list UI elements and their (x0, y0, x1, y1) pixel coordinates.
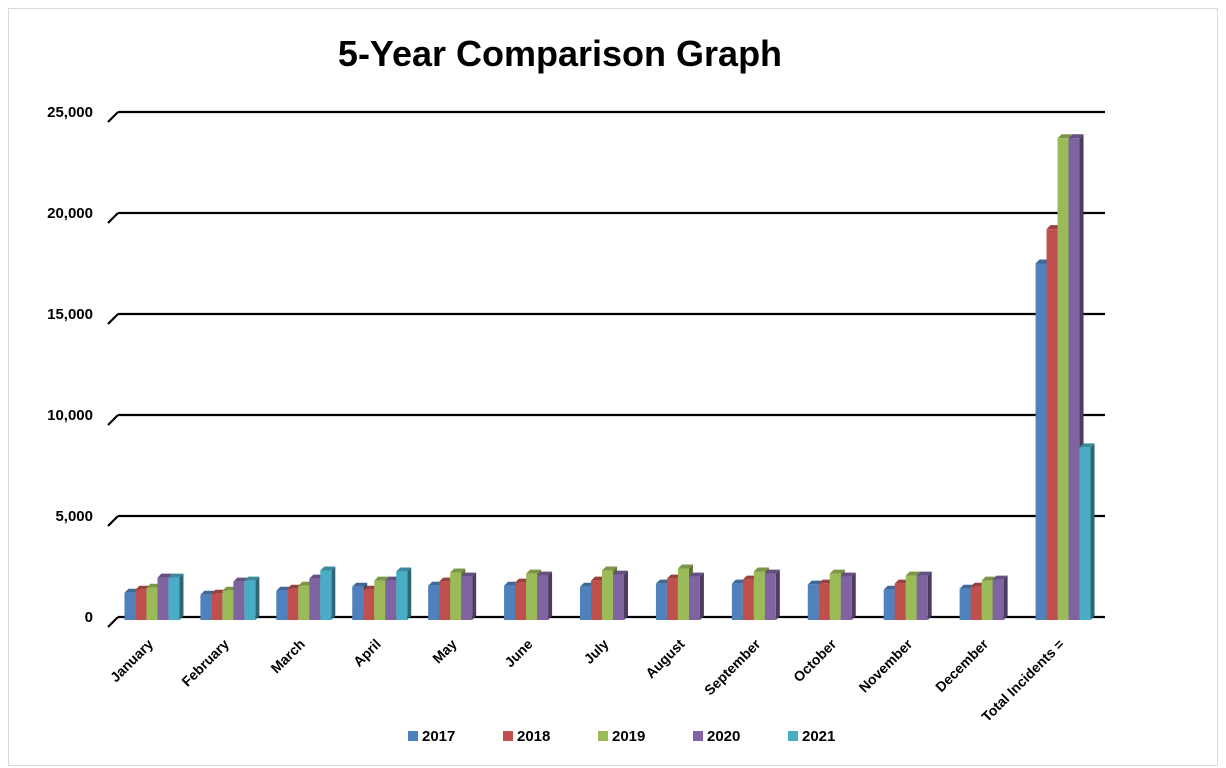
x-category-label: June (501, 636, 536, 671)
y-tick-label: 5,000 (55, 508, 93, 525)
bar-2021-january (168, 573, 184, 620)
y-tick-label: 20,000 (47, 205, 93, 222)
x-category-label: November (856, 635, 916, 695)
y-tick-label: 10,000 (47, 407, 93, 424)
legend-swatch-2021 (788, 731, 798, 741)
legend-label-2021: 2021 (802, 728, 835, 745)
bar-2020-november (916, 571, 932, 620)
x-category-label: December (932, 635, 992, 695)
bar-2020-august (688, 572, 704, 620)
x-category-label: July (580, 636, 611, 667)
bar-2021-april (396, 567, 412, 620)
x-category-label: April (350, 636, 384, 670)
y-tick-label: 15,000 (47, 306, 93, 323)
gridline-depth (107, 111, 119, 123)
chart-frame (8, 8, 1218, 766)
gridline-depth (107, 414, 119, 426)
gridlines (107, 110, 1105, 628)
bars (124, 134, 1095, 620)
bar-2020-december (992, 575, 1008, 620)
x-category-label: October (790, 635, 840, 685)
legend-label-2018: 2018 (517, 728, 550, 745)
legend-swatch-2017 (408, 731, 418, 741)
x-axis-category-labels: January February March April May June July Augu… (107, 635, 1067, 724)
x-category-label: February (178, 636, 232, 690)
bar-2020-october (840, 572, 856, 620)
bar-2021-february (244, 576, 260, 620)
y-tick-label: 25,000 (47, 104, 93, 121)
x-category-label: January (107, 636, 156, 685)
bar-2020-september (764, 569, 780, 620)
chart-title: 5-Year Comparison Graph (338, 33, 782, 74)
x-category-label: September (701, 635, 764, 698)
legend: 2017 2018 2019 2020 2021 (408, 728, 835, 745)
legend-label-2017: 2017 (422, 728, 455, 745)
y-axis-tick-labels: 0 5,000 10,000 15,000 20,000 25,000 (47, 104, 93, 626)
gridline-depth (107, 515, 119, 527)
bar-2021-total-incidents- (1079, 443, 1095, 620)
x-category-label: May (429, 636, 460, 667)
legend-label-2020: 2020 (707, 728, 740, 745)
x-category-label: March (267, 636, 307, 676)
gridline-depth (107, 616, 119, 628)
y-tick-label: 0 (85, 609, 93, 626)
gridline-depth (107, 313, 119, 325)
bar-2020-june (537, 571, 553, 620)
gridline-depth (107, 212, 119, 224)
x-category-label: August (642, 636, 688, 682)
bar-2021-march (320, 566, 336, 620)
legend-label-2019: 2019 (612, 728, 645, 745)
bar-2020-may (461, 572, 477, 620)
bar-2020-july (613, 570, 628, 620)
x-category-label: Total Incidents = (978, 636, 1067, 725)
legend-swatch-2020 (693, 731, 703, 741)
legend-swatch-2019 (598, 731, 608, 741)
legend-swatch-2018 (503, 731, 513, 741)
